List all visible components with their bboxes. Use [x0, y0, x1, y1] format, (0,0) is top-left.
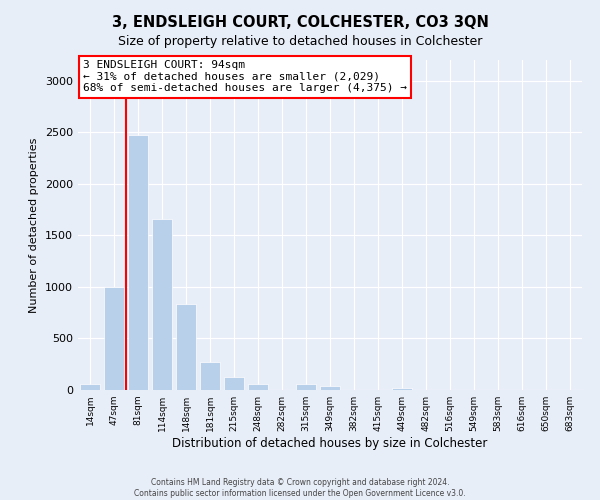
Bar	[176, 304, 196, 390]
Bar	[104, 287, 124, 390]
Bar	[128, 136, 148, 390]
X-axis label: Distribution of detached houses by size in Colchester: Distribution of detached houses by size …	[172, 437, 488, 450]
Bar	[320, 386, 340, 390]
Text: Size of property relative to detached houses in Colchester: Size of property relative to detached ho…	[118, 35, 482, 48]
Bar	[296, 384, 316, 390]
Y-axis label: Number of detached properties: Number of detached properties	[29, 138, 40, 312]
Bar	[224, 376, 244, 390]
Bar	[392, 388, 412, 390]
Text: Contains HM Land Registry data © Crown copyright and database right 2024.
Contai: Contains HM Land Registry data © Crown c…	[134, 478, 466, 498]
Text: 3 ENDSLEIGH COURT: 94sqm
← 31% of detached houses are smaller (2,029)
68% of sem: 3 ENDSLEIGH COURT: 94sqm ← 31% of detach…	[83, 60, 407, 93]
Bar	[248, 384, 268, 390]
Bar	[152, 219, 172, 390]
Text: 3, ENDSLEIGH COURT, COLCHESTER, CO3 3QN: 3, ENDSLEIGH COURT, COLCHESTER, CO3 3QN	[112, 15, 488, 30]
Bar	[80, 384, 100, 390]
Bar	[200, 362, 220, 390]
